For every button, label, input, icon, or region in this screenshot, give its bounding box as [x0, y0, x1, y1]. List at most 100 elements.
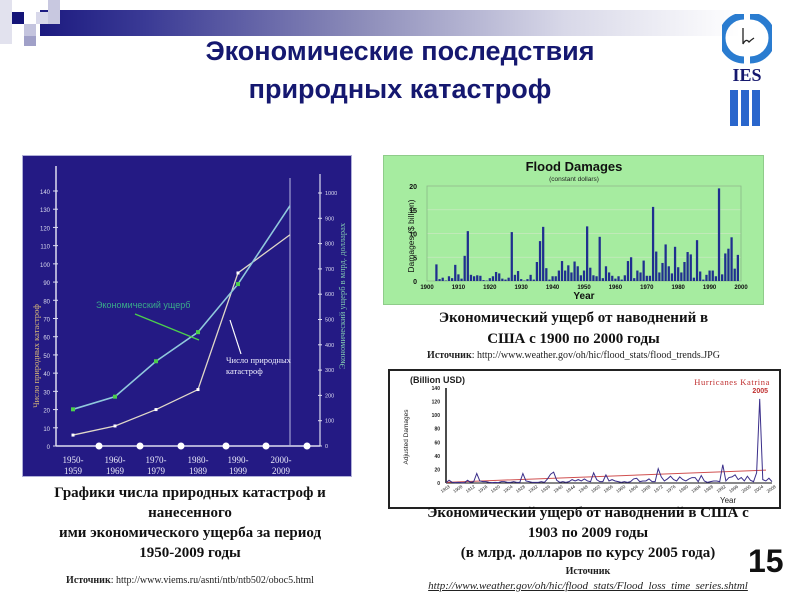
flood-loss-time-series-svg: (Billion USD) 0 20 40 60 80 100 120 140 Adjusted …: [403, 375, 777, 505]
svg-text:Экономический ущерб: Экономический ущерб: [96, 300, 190, 310]
decor-square: [24, 36, 36, 46]
svg-text:2009: 2009: [272, 466, 291, 476]
svg-text:70: 70: [43, 318, 50, 324]
svg-text:1980-: 1980-: [188, 455, 209, 465]
svg-text:140: 140: [40, 190, 51, 196]
svg-text:0: 0: [413, 279, 417, 286]
svg-text:0: 0: [437, 481, 440, 487]
ts-caption-line: Экономический ущерб от наводнений в США …: [427, 505, 749, 521]
svg-text:1990-: 1990-: [228, 455, 249, 465]
svg-text:1903: 1903: [440, 484, 451, 494]
ts-caption-line: (в млрд. долларов по курсу 2005 года): [460, 545, 716, 561]
svg-text:1970-: 1970-: [146, 455, 167, 465]
flood-loss-time-series-chart: (Billion USD) 0 20 40 60 80 100 120 140 Adjusted …: [388, 369, 781, 509]
source-link[interactable]: http://www.weather.gov/oh/hic/flood_stat…: [428, 580, 748, 592]
svg-text:Число природных: Число природных: [226, 355, 292, 365]
svg-text:1969: 1969: [106, 466, 125, 476]
svg-text:1988: 1988: [703, 484, 714, 494]
svg-text:900: 900: [325, 216, 334, 222]
svg-text:15: 15: [409, 208, 417, 215]
svg-text:800: 800: [325, 242, 334, 248]
svg-text:1964: 1964: [628, 484, 639, 494]
svg-text:1900: 1900: [420, 285, 434, 291]
svg-text:1979: 1979: [147, 466, 166, 476]
svg-text:1989: 1989: [189, 466, 208, 476]
svg-text:100: 100: [432, 413, 441, 419]
decor-square: [36, 12, 48, 24]
source-link[interactable]: : http://www.viems.ru/asnti/ntb/ntb502/o…: [110, 575, 314, 586]
svg-text:1940: 1940: [546, 285, 560, 291]
source-label: Источник: [565, 566, 611, 577]
svg-text:1976: 1976: [665, 484, 676, 494]
flood-damages-bar-chart: Flood Damages (constant dollars) 0 5 10 15 20 1…: [383, 155, 764, 305]
decor-square: [0, 0, 12, 44]
svg-text:80: 80: [43, 299, 50, 305]
svg-text:1940: 1940: [553, 484, 564, 494]
svg-text:2000: 2000: [734, 285, 748, 291]
svg-text:300: 300: [325, 368, 334, 374]
svg-text:1910: 1910: [452, 285, 466, 291]
svg-text:2004: 2004: [753, 484, 764, 494]
svg-text:100: 100: [325, 419, 334, 425]
left-caption-line: ими экономического ущерба за период: [58, 525, 322, 541]
svg-text:80: 80: [434, 427, 440, 433]
svg-text:1972: 1972: [653, 484, 664, 494]
svg-text:40: 40: [43, 372, 50, 378]
svg-text:Hurricanes Katrina: Hurricanes Katrina: [694, 377, 770, 387]
svg-text:140: 140: [432, 386, 441, 392]
svg-text:2008: 2008: [766, 484, 777, 494]
source-label: Источник: [427, 350, 472, 361]
svg-text:1936: 1936: [540, 484, 551, 494]
svg-text:1920: 1920: [490, 484, 501, 494]
page-number: 15: [748, 543, 784, 579]
svg-text:1956: 1956: [603, 484, 614, 494]
svg-text:1912: 1912: [465, 484, 476, 494]
svg-text:1980: 1980: [672, 285, 686, 291]
svg-text:1000: 1000: [325, 191, 337, 197]
svg-text:1950: 1950: [577, 285, 591, 291]
decor-square: [48, 0, 60, 24]
svg-text:1932: 1932: [527, 484, 538, 494]
svg-text:200: 200: [325, 393, 334, 399]
svg-text:(Billion USD): (Billion USD): [410, 375, 465, 385]
svg-text:1960-: 1960-: [105, 455, 126, 465]
time-series-source-link[interactable]: http://www.weather.gov/oh/hic/flood_stat…: [388, 580, 788, 592]
svg-text:1992: 1992: [716, 484, 727, 494]
ies-logo-icon: IES: [718, 12, 776, 126]
svg-text:1959: 1959: [64, 466, 83, 476]
decor-square: [24, 24, 36, 36]
svg-text:1960: 1960: [609, 285, 623, 291]
header-gradient-band: [40, 10, 740, 36]
source-link[interactable]: : http://www.weather.gov/oh/hic/flood_st…: [471, 350, 720, 361]
left-source: Источник: http://www.viems.ru/asnti/ntb/…: [0, 575, 380, 586]
left-caption-line: нанесенного: [148, 505, 232, 521]
svg-text:60: 60: [434, 440, 440, 446]
svg-text:(constant dollars): (constant dollars): [549, 176, 599, 183]
bar-chart-source: Источник: http://www.weather.gov/oh/hic/…: [383, 350, 764, 361]
svg-text:2000-: 2000-: [271, 455, 292, 465]
bar-caption-line: США с 1900 по 2000 годы: [487, 331, 660, 347]
svg-text:10: 10: [409, 232, 417, 239]
svg-text:60: 60: [43, 336, 50, 342]
bar-caption-line: Экономический ущерб от наводнений в: [438, 310, 709, 326]
svg-text:110: 110: [40, 245, 50, 251]
svg-text:120: 120: [432, 400, 441, 406]
svg-text:Year: Year: [573, 291, 594, 302]
flood-damages-bar-chart-svg: Flood Damages (constant dollars) 0 5 10 15 20 1…: [406, 159, 748, 302]
svg-text:1928: 1928: [515, 484, 526, 494]
svg-text:90: 90: [43, 281, 50, 287]
svg-text:1970: 1970: [640, 285, 654, 291]
svg-text:30: 30: [43, 390, 50, 396]
svg-text:1950-: 1950-: [63, 455, 84, 465]
svg-text:1948: 1948: [578, 484, 589, 494]
svg-text:2005: 2005: [752, 388, 768, 395]
svg-text:Число природных катастроф: Число природных катастроф: [31, 304, 41, 408]
svg-text:130: 130: [40, 208, 51, 214]
svg-text:1968: 1968: [640, 484, 651, 494]
left-chart-caption: Графики числа природных катастроф и нане…: [0, 483, 380, 563]
slide-title: Экономические последствия природных ката…: [0, 32, 800, 108]
svg-text:1980: 1980: [678, 484, 689, 494]
svg-text:1960: 1960: [615, 484, 626, 494]
svg-text:20: 20: [434, 467, 440, 473]
bar-chart-caption: Экономический ущерб от наводнений в США …: [383, 308, 764, 350]
